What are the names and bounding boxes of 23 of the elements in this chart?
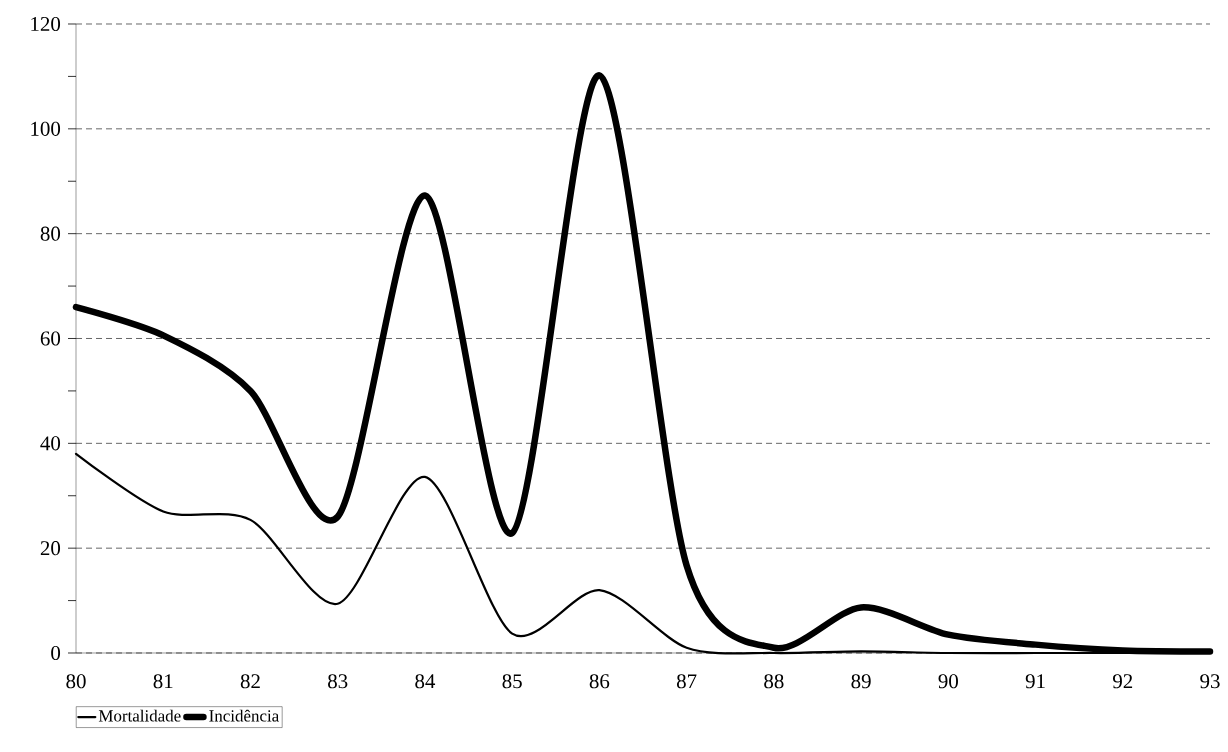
y-tick-label: 80 xyxy=(40,226,61,241)
x-tick-label: 89 xyxy=(851,674,871,689)
x-tick-label: 84 xyxy=(415,674,436,689)
x-tick-label: 91 xyxy=(1025,674,1045,689)
y-tick-label: 120 xyxy=(31,16,61,32)
x-tick-label: 88 xyxy=(764,674,784,689)
x-tick-label: 92 xyxy=(1112,674,1133,689)
x-tick-label: 90 xyxy=(938,674,958,689)
legend-label: Incidência xyxy=(209,709,279,722)
y-tick-label: 100 xyxy=(31,121,61,136)
x-tick-label: 82 xyxy=(240,674,260,689)
x-tick-label: 87 xyxy=(676,674,697,689)
x-tick-label: 93 xyxy=(1200,674,1220,689)
y-tick-label: 60 xyxy=(40,331,61,346)
x-tick-label: 85 xyxy=(502,674,522,689)
x-tick-label: 83 xyxy=(328,674,348,689)
y-tick-label: 20 xyxy=(40,541,61,556)
y-tick-label: 40 xyxy=(40,436,61,451)
x-tick-label: 86 xyxy=(589,674,610,689)
x-tick-label: 80 xyxy=(66,674,86,689)
legend-label: Mortalidade xyxy=(98,709,181,722)
x-tick-label: 81 xyxy=(153,674,173,689)
y-tick-label: 0 xyxy=(51,645,61,661)
